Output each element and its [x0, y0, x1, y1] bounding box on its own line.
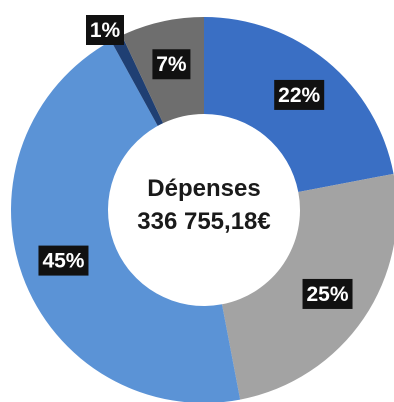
- slice-label-box: [302, 278, 353, 309]
- slice-label: 25%: [307, 283, 349, 306]
- slice-label-box: [86, 15, 124, 45]
- slice-label: 22%: [278, 84, 320, 107]
- slice-label: 7%: [156, 53, 187, 76]
- slice-label: 45%: [42, 250, 84, 273]
- slice-label-box: [38, 245, 89, 276]
- center-label-title: Dépenses: [147, 175, 260, 202]
- slice-1pct: [111, 35, 164, 126]
- slice-label-box: [152, 49, 191, 80]
- slice-45pct: [11, 40, 241, 402]
- slice-label: 1%: [90, 19, 121, 42]
- chart-slice-labels: 22% 25% 45% 1% 7%: [38, 15, 353, 309]
- center-label-amount: 336 755,18€: [137, 208, 270, 235]
- slice-label-box: [274, 79, 325, 110]
